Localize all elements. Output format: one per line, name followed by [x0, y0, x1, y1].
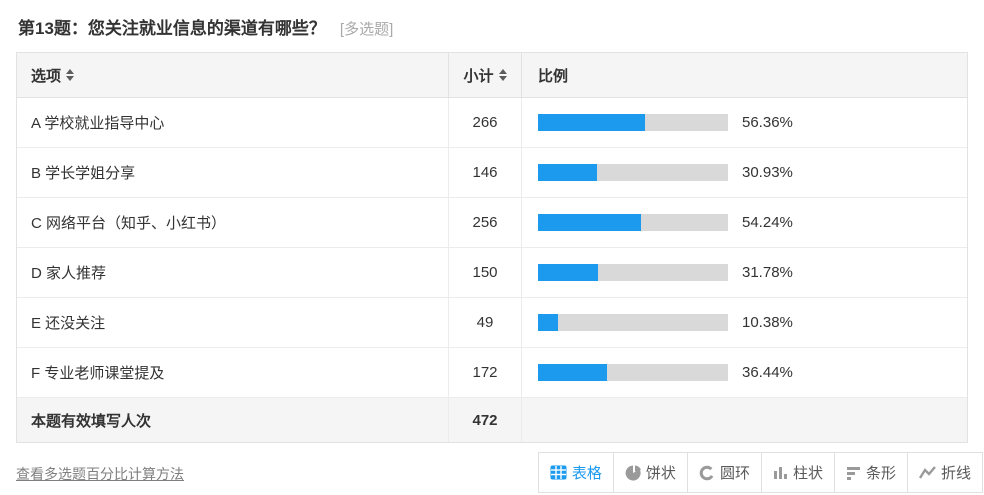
- proportion-bar-track: [538, 314, 728, 331]
- view-button-pie[interactable]: 饼状: [613, 453, 688, 492]
- count-cell: 172: [449, 348, 522, 397]
- option-cell: D 家人推荐: [17, 248, 449, 297]
- view-button-label: 条形: [865, 465, 896, 482]
- ratio-cell: 10.38%: [522, 298, 967, 347]
- count-cell: 49: [449, 298, 522, 347]
- chart-view-toolbar: 表格 饼状 圆环 柱状 条形 折线: [537, 452, 983, 493]
- count-cell: 150: [449, 248, 522, 297]
- summary-row: 本题有效填写人次 472: [17, 398, 967, 442]
- ratio-cell: 56.36%: [522, 98, 967, 147]
- option-cell: E 还没关注: [17, 298, 449, 347]
- table-header-row: 选项 小计 比例: [17, 53, 967, 98]
- proportion-bar-fill: [538, 164, 597, 181]
- table-row: E 还没关注 49 10.38%: [17, 298, 967, 348]
- pie-icon: [625, 464, 641, 481]
- count-header-label: 小计: [463, 67, 494, 85]
- view-button-label: 圆环: [719, 465, 750, 482]
- proportion-bar-fill: [538, 214, 642, 231]
- table-row: A 学校就业指导中心 266 56.36%: [17, 98, 967, 148]
- ratio-cell: 31.78%: [522, 248, 967, 297]
- proportion-bar-fill: [538, 264, 599, 281]
- sort-count-icon[interactable]: [498, 69, 507, 81]
- option-cell: A 学校就业指导中心: [17, 98, 449, 147]
- proportion-bar-fill: [538, 314, 558, 331]
- table-row: F 专业老师课堂提及 172 36.44%: [17, 348, 967, 398]
- hbar-icon: [846, 465, 861, 480]
- donut-icon: [699, 465, 715, 481]
- summary-label: 本题有效填写人次: [17, 398, 449, 442]
- question-title-bar: 第13题：您关注就业信息的渠道有哪些？ [多选题]: [18, 14, 393, 39]
- ratio-cell: 54.24%: [522, 198, 967, 247]
- ratio-cell: 30.93%: [522, 148, 967, 197]
- view-button-label: 表格: [571, 465, 602, 482]
- view-button-hbar[interactable]: 条形: [834, 453, 908, 492]
- view-button-label: 折线: [940, 465, 971, 482]
- percent-label: 30.93%: [742, 164, 793, 181]
- proportion-bar-track: [538, 164, 728, 181]
- table-row: D 家人推荐 150 31.78%: [17, 248, 967, 298]
- question-type-tag: [多选题]: [339, 21, 394, 38]
- column-header-option[interactable]: 选项: [17, 53, 449, 97]
- percent-label: 56.36%: [742, 114, 793, 131]
- count-cell: 146: [449, 148, 522, 197]
- percent-label: 54.24%: [742, 214, 793, 231]
- line-icon: [918, 465, 936, 480]
- option-header-label: 选项: [31, 67, 62, 85]
- percent-label: 10.38%: [742, 314, 793, 331]
- results-table: 选项 小计 比例 A 学校就业指导中心 266 56.36% B 学长学姐分享 …: [16, 52, 968, 443]
- table-row: C 网络平台（知乎、小红书） 256 54.24%: [17, 198, 967, 248]
- column-header-ratio: 比例: [522, 53, 967, 97]
- proportion-bar-track: [538, 114, 728, 131]
- view-button-donut[interactable]: 圆环: [687, 453, 762, 492]
- view-button-label: 饼状: [645, 465, 676, 482]
- percent-label: 36.44%: [742, 364, 793, 381]
- count-cell: 266: [449, 98, 522, 147]
- proportion-bar-track: [538, 264, 728, 281]
- proportion-bar-fill: [538, 114, 646, 131]
- question-title: 第13题：您关注就业信息的渠道有哪些？: [18, 19, 326, 38]
- count-cell: 256: [449, 198, 522, 247]
- ratio-cell: 36.44%: [522, 348, 967, 397]
- table-row: B 学长学姐分享 146 30.93%: [17, 148, 967, 198]
- view-button-label: 柱状: [792, 465, 823, 482]
- summary-ratio-empty: [522, 398, 967, 442]
- option-cell: B 学长学姐分享: [17, 148, 449, 197]
- ratio-header-label: 比例: [538, 67, 569, 85]
- proportion-bar-track: [538, 364, 728, 381]
- proportion-bar-fill: [538, 364, 608, 381]
- summary-count: 472: [449, 398, 522, 442]
- percent-label: 31.78%: [742, 264, 793, 281]
- column-icon: [773, 465, 788, 480]
- proportion-bar-track: [538, 214, 728, 231]
- table-icon: [550, 465, 567, 480]
- view-button-line[interactable]: 折线: [907, 453, 982, 492]
- option-cell: C 网络平台（知乎、小红书）: [17, 198, 449, 247]
- view-button-table[interactable]: 表格: [538, 453, 614, 492]
- column-header-count[interactable]: 小计: [449, 53, 522, 97]
- sort-option-icon[interactable]: [66, 69, 75, 81]
- option-cell: F 专业老师课堂提及: [17, 348, 449, 397]
- view-button-column[interactable]: 柱状: [761, 453, 835, 492]
- percentage-method-link[interactable]: 查看多选题百分比计算方法: [16, 466, 184, 482]
